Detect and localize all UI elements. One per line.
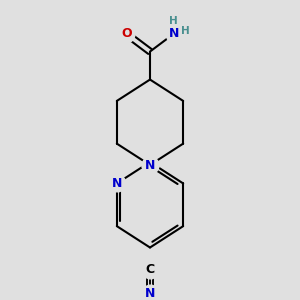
Text: N: N	[145, 158, 155, 172]
Text: C: C	[146, 263, 154, 276]
Text: N: N	[112, 177, 122, 190]
Text: H: H	[181, 26, 190, 36]
Text: N: N	[145, 158, 155, 172]
Text: N: N	[168, 27, 179, 40]
Text: O: O	[121, 27, 132, 40]
Text: N: N	[145, 287, 155, 300]
Text: H: H	[169, 16, 178, 26]
